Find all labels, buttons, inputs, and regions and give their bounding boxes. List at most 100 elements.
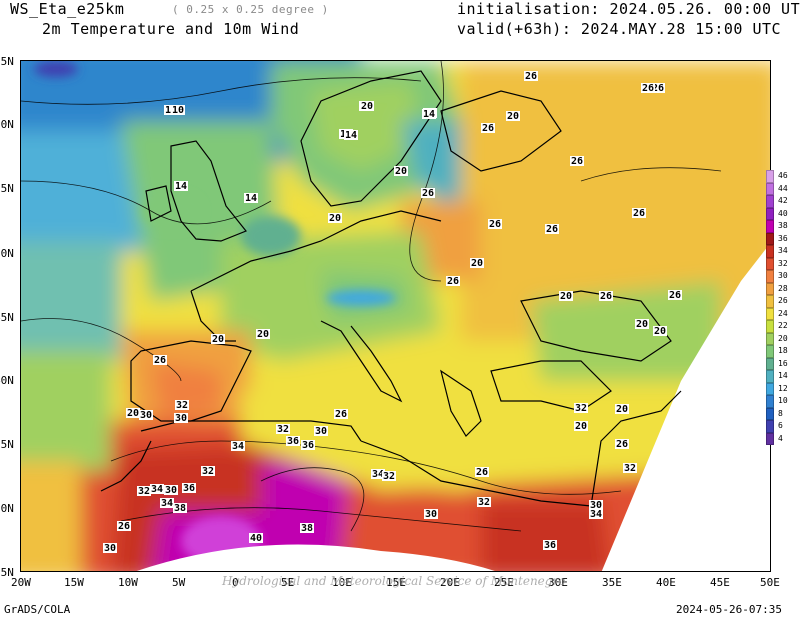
isotherm-label: 26 [482, 123, 494, 134]
isotherm-label-bg [117, 521, 131, 531]
lon-label: 20E [440, 576, 460, 589]
isotherm-label-bg [182, 483, 196, 493]
isotherm-label: 26 [669, 290, 681, 301]
isotherm-label: 26 [489, 219, 501, 230]
isotherm-label: 30 [104, 543, 116, 554]
legend-label: 22 [778, 321, 788, 330]
lon-label: 45E [710, 576, 730, 589]
isotherm-label-bg [175, 400, 189, 410]
legend-swatch [766, 170, 774, 183]
isotherm-label: 32 [383, 471, 395, 482]
isotherm-label: 36 [544, 540, 556, 551]
lon-label: 5W [172, 576, 186, 589]
lon-label: 10W [118, 576, 138, 589]
isotherm-label: 14 [245, 193, 257, 204]
isotherm-label-bg [201, 466, 215, 476]
legend-swatch [766, 395, 774, 408]
isotherm-label-bg [344, 130, 358, 140]
isotherm-label: 30 [140, 410, 152, 421]
isotherm-label: 32 [176, 400, 188, 411]
isotherm-label: 40 [250, 533, 262, 544]
isotherm-label: 14 [175, 181, 187, 192]
isotherm-label-bg [314, 426, 328, 436]
isotherm-label-bg [422, 109, 436, 119]
legend-swatch [766, 345, 774, 358]
isotherm-label-bg [668, 290, 682, 300]
isotherm-label-bg [623, 463, 637, 473]
model-name: WS_Eta_e25km [10, 0, 125, 18]
isotherm-label: 26 [546, 224, 558, 235]
isotherm-label: 20 [257, 329, 269, 340]
legend-swatch [766, 257, 774, 270]
isotherm-label-bg [371, 469, 385, 479]
isotherm-label: 38 [174, 503, 186, 514]
isotherm-label: 34 [590, 509, 602, 520]
legend-label: 44 [778, 183, 788, 193]
isotherm-label: 34 [232, 441, 244, 452]
legend-swatch [766, 282, 774, 295]
legend-label: 12 [778, 383, 788, 393]
legend-label: 10 [778, 396, 788, 405]
isotherm-label-bg [360, 101, 374, 111]
isotherm-label: 32 [202, 466, 214, 477]
isotherm-label-bg [301, 440, 315, 450]
legend-swatch [766, 320, 774, 333]
isotherm-label-bg [249, 533, 263, 543]
software-credit: GrADS/COLA [4, 603, 71, 616]
isotherm-label-bg [635, 319, 649, 329]
legend-label: 18 [778, 346, 788, 355]
isotherm-label-bg [160, 498, 174, 508]
isotherm-label-bg [545, 224, 559, 234]
isotherm-label: 20 [636, 319, 648, 330]
isotherm-label-bg [559, 291, 573, 301]
isotherm-label: 32 [277, 424, 289, 435]
isotherm-label-bg [300, 523, 314, 533]
isotherm-label-bg [615, 439, 629, 449]
isotherm-label: 20 [361, 101, 373, 112]
isotherm-label: 20 [575, 421, 587, 432]
legend-swatch [766, 220, 774, 233]
isotherm-label-bg [477, 497, 491, 507]
isotherm-label: 30 [315, 426, 327, 437]
isotherm-label: 26 [525, 71, 537, 82]
legend-label: 40 [778, 208, 788, 218]
isotherm-label-bg [570, 156, 584, 166]
isotherm-label: 10 [172, 105, 184, 116]
legend-swatch [766, 407, 774, 420]
lon-label: 15E [386, 576, 406, 589]
timestamp: 2024-05-26-07:35 [676, 603, 782, 616]
isotherm-label-bg [506, 111, 520, 121]
legend-swatch [766, 332, 774, 345]
legend-swatch [766, 295, 774, 308]
isotherm-label: 26 [335, 409, 347, 420]
lat-label: 65N [0, 55, 14, 68]
lat-label: 45N [0, 311, 14, 324]
map-canvas: 2620142610201420262614201426142026262620… [21, 61, 770, 571]
lon-label: 30E [548, 576, 568, 589]
isotherm-label: 26 [476, 467, 488, 478]
lat-label: 25N [0, 566, 14, 579]
isotherm-label: 32 [478, 497, 490, 508]
legend-label: 14 [778, 371, 788, 380]
isotherm-label-bg [615, 404, 629, 414]
color-legend: 46 44 42 40 38 36 34 32 30 28 26 24 22 20 18 16 14 12 10 8 6… [766, 170, 788, 445]
isotherm-label-bg [244, 193, 258, 203]
legend-swatch [766, 357, 774, 370]
legend-swatch [766, 420, 774, 433]
isotherm-label: 36 [287, 436, 299, 447]
legend-label: 4 [778, 433, 783, 443]
legend-label: 16 [778, 358, 788, 368]
isotherm-label-bg [574, 421, 588, 431]
isotherm-label: 38 [301, 523, 313, 534]
isotherm-label-bg [211, 334, 225, 344]
isotherm-label-bg [171, 105, 185, 115]
isotherm-label-bg [543, 540, 557, 550]
isotherm-label: 26 [652, 83, 664, 94]
legend-swatch [766, 182, 774, 195]
legend-label: 30 [778, 271, 788, 280]
lon-label: 25E [494, 576, 514, 589]
isotherm-label-bg [651, 83, 665, 93]
isotherm-label: 26 [118, 521, 130, 532]
isotherm-label-bg [475, 467, 489, 477]
lon-label: 40E [656, 576, 676, 589]
